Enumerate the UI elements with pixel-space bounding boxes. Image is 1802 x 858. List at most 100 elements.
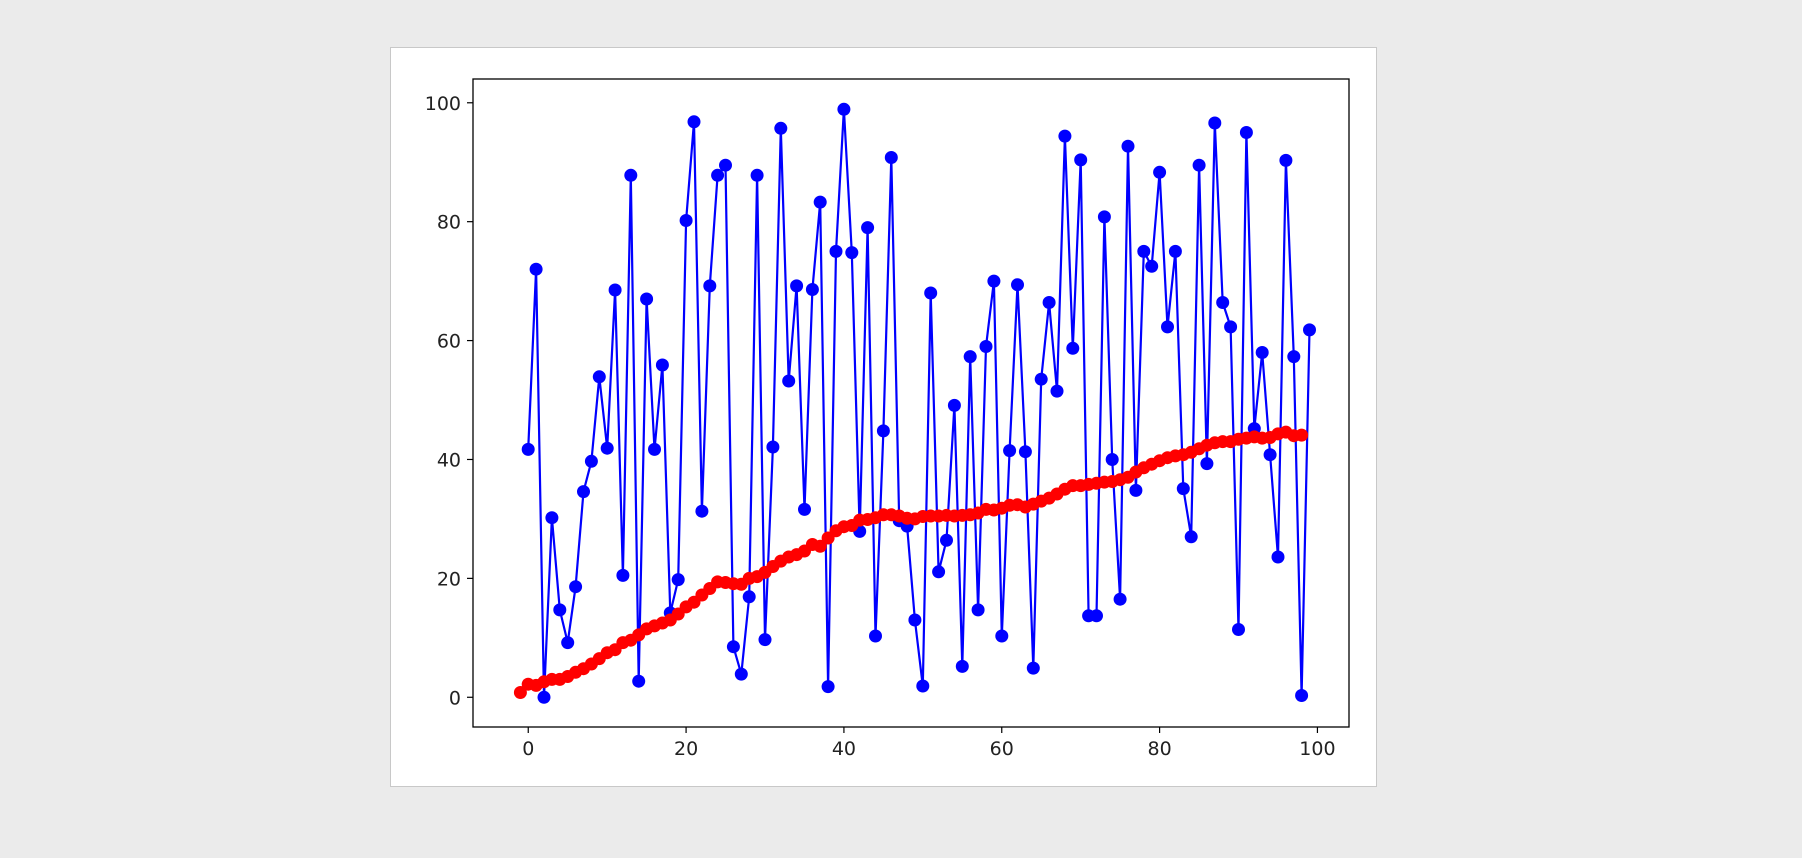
series-0-point — [1161, 320, 1174, 334]
series-0-point — [995, 629, 1009, 643]
series-0-point — [1303, 323, 1316, 337]
series-0-point — [869, 629, 882, 643]
series-layer — [513, 102, 1316, 704]
series-0-point — [703, 279, 717, 293]
series-0-point — [679, 214, 693, 227]
series-0-point — [829, 244, 843, 258]
series-0-point — [695, 504, 709, 518]
series-0-point — [837, 102, 851, 116]
series-0-point — [971, 603, 985, 617]
series-0-point — [750, 168, 764, 182]
series-0-point — [1066, 341, 1080, 355]
series-0-point — [1058, 129, 1072, 143]
series-0-point — [1232, 623, 1245, 636]
series-0-point — [1200, 457, 1214, 471]
series-0-point — [1239, 126, 1253, 139]
series-0-point — [1137, 244, 1151, 258]
series-0-point — [1208, 116, 1222, 130]
series-0-point — [561, 636, 575, 650]
series-0-point — [1287, 350, 1301, 364]
series-0-point — [947, 398, 961, 412]
series-0-point — [734, 667, 748, 681]
series-0-point — [884, 151, 898, 164]
series-0-point — [805, 283, 819, 296]
series-0-point — [655, 358, 669, 372]
y-tick-label: 100 — [425, 93, 461, 115]
series-0-point — [1216, 296, 1230, 309]
y-tick-label: 80 — [437, 212, 461, 234]
series-0-point — [821, 680, 835, 694]
line-chart: 0 20 40 60 80 100 0 20 40 60 80 100 — [425, 78, 1350, 760]
series-0-point — [798, 502, 811, 516]
y-tick-label: 0 — [449, 687, 461, 709]
series-0-point — [569, 580, 583, 594]
series-0-point — [545, 511, 559, 525]
series-0-point — [790, 279, 804, 293]
series-0-point — [711, 168, 725, 182]
series-0-point — [940, 533, 953, 547]
series-0-point — [876, 424, 890, 438]
series-1-point — [1295, 428, 1309, 442]
series-0-point — [1121, 139, 1135, 153]
series-0-point — [1042, 296, 1056, 309]
x-tick-label: 80 — [1148, 738, 1172, 760]
series-0-point — [1271, 550, 1285, 564]
series-0-point — [529, 262, 543, 276]
series-0-point — [987, 274, 1001, 288]
series-0-point — [916, 679, 930, 693]
x-tick-label: 20 — [674, 738, 698, 760]
series-0-point — [758, 633, 772, 647]
x-tick-label: 40 — [832, 738, 856, 760]
series-0-point — [608, 283, 622, 297]
series-0-point — [1074, 153, 1088, 167]
series-0-point — [1184, 530, 1198, 544]
series-0-point — [1192, 158, 1206, 172]
series-0-point — [537, 690, 551, 704]
series-0-point — [1003, 444, 1017, 458]
series-0-point — [1153, 165, 1167, 179]
series-0-point — [1097, 210, 1111, 224]
series-0-point — [766, 440, 780, 454]
series-0-point — [1295, 689, 1309, 702]
series-0-point — [861, 221, 875, 235]
series-0-point — [687, 115, 701, 129]
series-0-point — [1018, 445, 1032, 459]
series-0-point — [924, 286, 938, 300]
axis-ticks: 0 20 40 60 80 100 0 20 40 60 80 100 — [425, 93, 1336, 760]
series-0-point — [1050, 384, 1064, 398]
series-0-point — [600, 441, 614, 455]
series-0-point — [624, 168, 638, 182]
series-1-point — [813, 539, 827, 553]
series-0-point — [774, 121, 788, 135]
series-0-line — [527, 108, 1311, 699]
series-0-point — [932, 565, 946, 579]
series-0-point — [584, 454, 598, 468]
y-tick-label: 60 — [437, 331, 461, 353]
series-0-point — [1105, 453, 1119, 466]
series-0-point — [648, 442, 661, 456]
x-tick-label: 100 — [1299, 738, 1335, 760]
series-0-point — [632, 674, 646, 688]
x-tick-label: 60 — [990, 738, 1014, 760]
series-0-point — [742, 590, 756, 604]
series-1-point — [513, 686, 527, 699]
series-0-point — [1224, 320, 1238, 334]
series-0-point — [1263, 448, 1277, 462]
series-0-point — [726, 640, 740, 654]
series-0-point — [553, 603, 567, 617]
series-0-point — [1026, 661, 1040, 675]
series-0-point — [640, 292, 654, 306]
series-0-point — [577, 485, 590, 499]
series-0-point — [671, 573, 685, 587]
series-0-point — [592, 370, 606, 384]
series-0-point — [1168, 244, 1182, 258]
series-0-point — [908, 613, 922, 627]
series-0-point — [1279, 153, 1293, 167]
series-0-point — [955, 659, 969, 673]
series-0-point — [1113, 592, 1127, 606]
series-0-point — [1176, 482, 1190, 496]
series-0-point — [813, 195, 827, 209]
series-0-point — [845, 246, 859, 260]
x-tick-label: 0 — [522, 738, 534, 760]
series-0-point — [1129, 483, 1143, 497]
